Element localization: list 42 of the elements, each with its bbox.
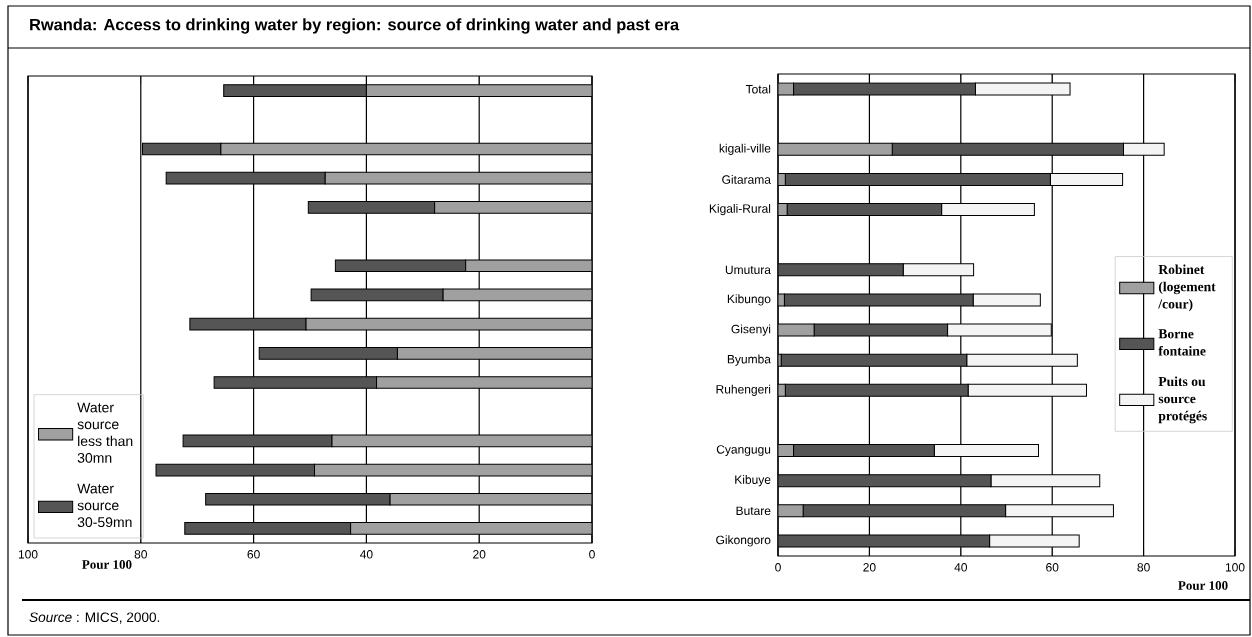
x-tick-label: 0 (589, 550, 595, 559)
x-tick-label: 40 (360, 550, 373, 559)
y-tick-label: Kigali-Rural (709, 203, 771, 216)
legend-label: Robinet (logement /cour) (1158, 264, 1216, 312)
legend-label: Puits ou source protégés (1158, 376, 1207, 424)
bar (350, 522, 592, 535)
y-tick-label: Cyangugu (716, 445, 771, 456)
y-tick-label: Gikongoro (716, 535, 771, 547)
y-tick-label: kigali-ville (719, 143, 771, 155)
x-tick-label: 80 (134, 550, 147, 559)
y-tick-label: Butare (736, 506, 771, 516)
y-tick-label: Gitarama (722, 175, 771, 184)
legend-label: Water source 30-59mn (77, 483, 132, 528)
x-tick-label: 0 (775, 563, 781, 572)
x-axis-title: Pour 100 (1178, 581, 1228, 590)
x-tick-label: 80 (1137, 563, 1150, 572)
y-tick-label: Kibuye (735, 475, 771, 487)
x-axis-title: Pour 100 (82, 560, 132, 569)
y-tick-label: Gisenyi (731, 324, 771, 336)
legend-label: Water source less than 30mn (77, 402, 133, 463)
x-tick-label: 100 (18, 550, 38, 559)
bar (307, 201, 436, 214)
text: Source : MICS, 2000. (29, 612, 160, 624)
bar (434, 201, 592, 214)
x-tick-label: 60 (247, 550, 260, 559)
y-tick-label: Kibungo (727, 294, 771, 306)
legend-label: Borne fontaine (1158, 329, 1206, 356)
y-tick-label: Ruhengeri (716, 384, 771, 396)
x-tick-label: 20 (863, 563, 876, 572)
y-tick-label: Umutura (725, 265, 771, 275)
x-tick-label: 100 (1225, 563, 1245, 572)
bar (334, 259, 467, 273)
bar (258, 346, 398, 360)
chart-title: Rwanda: Access to drinking water by region: source of drinking water and past era (30, 18, 680, 34)
bar (376, 376, 592, 389)
x-tick-label: 20 (473, 550, 486, 559)
x-tick-label: 40 (954, 563, 968, 572)
y-tick-label: Total (745, 84, 771, 94)
x-tick-label: 60 (1046, 563, 1059, 572)
bar (310, 288, 444, 302)
bar (365, 84, 592, 97)
y-tick-label: Byumba (727, 354, 771, 366)
